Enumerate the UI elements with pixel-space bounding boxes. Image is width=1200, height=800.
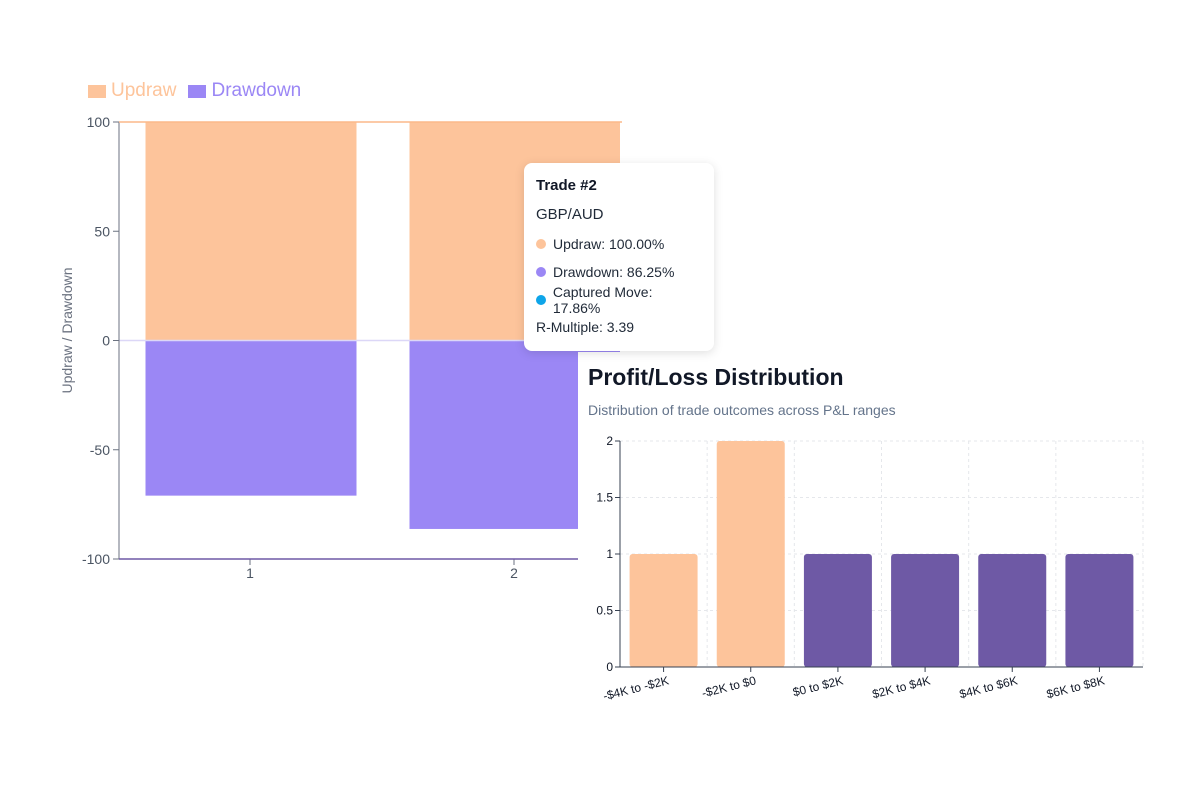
tooltip-updraw: Updraw: 100.00% — [553, 235, 665, 252]
y-axis-title: Updraw / Drawdown — [59, 267, 75, 393]
chart-legend: Updraw Drawdown — [88, 80, 313, 102]
tooltip-captured: Captured Move: 17.86% — [552, 283, 653, 316]
y-tick-label-1: 50 — [94, 223, 110, 239]
pl-x-tick-label-3: $2K to $4K — [871, 673, 932, 701]
y-tick-label-3: -50 — [90, 442, 110, 458]
y-tick-label-4: -100 — [82, 551, 110, 567]
y-tick-label-0: 100 — [87, 114, 111, 130]
legend-label-drawdown: Drawdown — [211, 80, 302, 101]
pl-x-tick-label-1: -$2K to $0 — [700, 673, 757, 700]
pl-title: Profit/Loss Distribution — [588, 364, 844, 390]
tooltip-row-captured: Captured Move: 17.86% — [536, 284, 702, 316]
trade-tooltip: Trade #2 GBP/AUD Updraw: 100.00% Drawdow… — [524, 163, 714, 351]
legend-item-drawdown[interactable]: Drawdown — [188, 80, 301, 102]
legend-swatch-drawdown — [188, 84, 207, 98]
y-tick-label-2: 0 — [102, 333, 110, 349]
pl-x-tick-label-0: -$4K to -$2K — [602, 673, 671, 703]
pl-bar-5 — [1065, 554, 1134, 667]
pl-bar-0 — [629, 554, 698, 667]
tooltip-title: Trade #2 — [536, 177, 597, 194]
legend-item-updraw[interactable]: Updraw — [88, 80, 176, 102]
updraw-dot-icon — [536, 238, 546, 249]
drawdown-dot-icon — [536, 266, 546, 277]
tooltip-r-multiple: R-Multiple: 3.39 — [536, 319, 635, 335]
pl-distribution-chart: -$4K to -$2K -$2K to $0 $0 to $2K $2K to $4… — [596, 434, 1144, 703]
captured-dot-icon — [536, 294, 546, 305]
tooltip-row-updraw: Updraw: 100.00% — [536, 235, 702, 252]
updraw-bar-1 — [145, 122, 357, 341]
pl-y-tick-label-2: 1 — [606, 547, 613, 561]
legend-swatch-updraw — [88, 84, 106, 98]
pl-distribution-panel: -$4K to -$2K -$2K to $0 $0 to $2K $2K to $4… — [578, 352, 1168, 712]
tooltip-row-drawdown: Drawdown: 86.25% — [536, 263, 702, 280]
tooltip-drawdown: Drawdown: 86.25% — [553, 263, 675, 280]
pl-bar-2 — [803, 554, 872, 667]
pl-x-tick-label-4: $4K to $6K — [958, 673, 1019, 701]
drawdown-bar-1 — [145, 340, 357, 496]
pl-y-tick-label-4: 2 — [606, 434, 613, 448]
tooltip-pair: GBP/AUD — [536, 206, 604, 223]
pl-y-tick-label-1: 0.5 — [596, 604, 613, 618]
pl-bar-3 — [891, 554, 960, 667]
x-tick-label-1: 1 — [246, 565, 254, 581]
x-tick-label-2: 2 — [510, 565, 518, 581]
legend-label-updraw: Updraw — [111, 80, 177, 101]
pl-bar-1 — [716, 441, 785, 667]
pl-x-tick-label-5: $6K to $8K — [1045, 673, 1106, 701]
pl-y-tick-label-0: 0 — [606, 660, 613, 674]
pl-subtitle: Distribution of trade outcomes across P&… — [588, 402, 896, 418]
pl-y-tick-label-3: 1.5 — [596, 491, 613, 505]
pl-x-tick-label-2: $0 to $2K — [791, 673, 844, 699]
pl-bar-4 — [978, 554, 1047, 667]
